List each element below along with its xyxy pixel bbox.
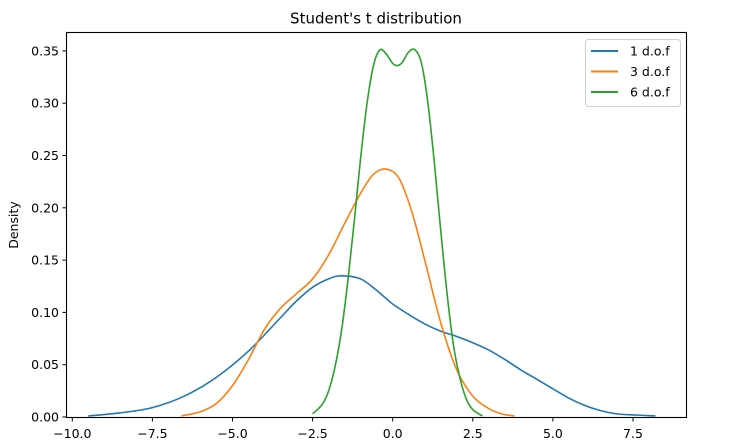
- y-tick-label: 0.30: [31, 96, 59, 111]
- legend-item: 6 d.o.f: [591, 85, 670, 100]
- legend-label: 3 d.o.f: [630, 64, 670, 79]
- legend-label: 6 d.o.f: [630, 85, 670, 100]
- y-axis: 0.00 0.05 0.10 0.15 0.20 0.25 0.30 0.35: [31, 43, 67, 425]
- axes-frame: [65, 31, 688, 419]
- chart-title: Student's t distribution: [290, 10, 462, 28]
- series-line-2: [181, 168, 515, 417]
- y-tick-label: 0.15: [31, 253, 59, 268]
- x-tick-label: 5.0: [543, 426, 563, 441]
- y-tick-label: 0.05: [31, 357, 59, 372]
- legend-box: [585, 39, 681, 107]
- x-axis: −10.0 −7.5 −5.0 −2.5 0.0 2.5 5.0 7.5: [53, 417, 643, 441]
- plot-area: [88, 48, 656, 417]
- x-tick-label: −10.0: [53, 426, 91, 441]
- y-axis-label: Density: [6, 201, 21, 249]
- x-tick-label: 2.5: [463, 426, 483, 441]
- y-tick-label: 0.00: [31, 410, 59, 425]
- y-tick-label: 0.10: [31, 305, 59, 320]
- y-tick-label: 0.35: [31, 43, 59, 58]
- x-tick-label: −5.0: [217, 426, 247, 441]
- legend-label: 1 d.o.f: [630, 44, 670, 59]
- legend-item: 1 d.o.f: [591, 44, 670, 59]
- y-tick-label: 0.20: [31, 200, 59, 215]
- x-tick-label: −2.5: [297, 426, 327, 441]
- legend-item: 3 d.o.f: [591, 64, 670, 79]
- y-tick-label: 0.25: [31, 148, 59, 163]
- x-tick-label: 0.0: [383, 426, 403, 441]
- x-tick-label: −7.5: [137, 426, 167, 441]
- x-tick-label: 7.5: [623, 426, 643, 441]
- legend: 1 d.o.f 3 d.o.f 6 d.o.f: [585, 39, 681, 107]
- series-line-3: [312, 48, 483, 417]
- series-line-1: [88, 274, 656, 417]
